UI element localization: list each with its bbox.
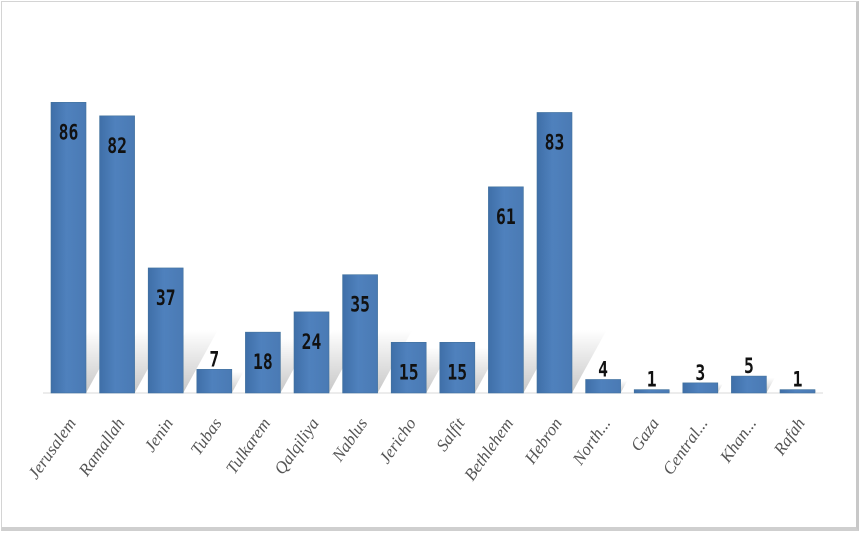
bar-qalqiliya bbox=[293, 311, 330, 394]
data-label: 61 bbox=[496, 206, 516, 229]
x-tick-label: Bethlehem bbox=[460, 414, 517, 484]
bar-jenin bbox=[147, 267, 184, 394]
data-label: 86 bbox=[59, 121, 79, 144]
bar-bethlehem bbox=[488, 186, 524, 394]
bar-salfit bbox=[439, 341, 476, 394]
x-tick-label: Central... bbox=[659, 414, 712, 478]
data-label: 1 bbox=[793, 369, 803, 392]
x-tick-label: Gaza bbox=[627, 414, 663, 454]
data-label: 3 bbox=[695, 362, 705, 385]
bar-tubas bbox=[196, 369, 233, 394]
bar-jericho bbox=[390, 341, 427, 394]
bar-jerusalem bbox=[50, 102, 87, 394]
bar-hebron bbox=[536, 112, 573, 394]
data-label: 15 bbox=[399, 361, 419, 384]
x-tick-label: Ramallah bbox=[74, 414, 128, 480]
x-tick-label: Jerusalem bbox=[24, 414, 80, 482]
bar-tulkarem bbox=[245, 331, 281, 394]
data-label: 24 bbox=[302, 331, 322, 354]
x-tick-label: Khan... bbox=[716, 414, 761, 466]
bar-rafah bbox=[779, 389, 816, 394]
x-tick-label: Nablus bbox=[328, 414, 372, 465]
data-label: 7 bbox=[209, 348, 219, 371]
x-tick-label: Rafah bbox=[769, 414, 808, 459]
bar-nablus bbox=[342, 274, 378, 394]
data-label: 5 bbox=[744, 355, 754, 378]
data-label: 15 bbox=[447, 361, 467, 384]
bar-ramallah bbox=[99, 115, 135, 394]
data-label: 83 bbox=[545, 132, 565, 155]
x-tick-label: North... bbox=[568, 414, 614, 469]
data-label: 35 bbox=[350, 294, 370, 317]
x-tick-label: Tulkarem bbox=[222, 414, 274, 477]
chart-frame bbox=[1, 1, 859, 531]
bar-gaza bbox=[633, 389, 670, 394]
x-tick-label: Jericho bbox=[375, 414, 420, 467]
x-tick-label: Jenin bbox=[140, 414, 177, 455]
x-tick-label: Tubas bbox=[187, 414, 226, 458]
data-label: 1 bbox=[647, 369, 657, 392]
bar-series bbox=[50, 102, 816, 394]
x-tick-label: Salfit bbox=[432, 413, 469, 454]
data-label: 18 bbox=[253, 351, 273, 374]
data-label: 4 bbox=[598, 359, 608, 382]
bar-central bbox=[682, 382, 719, 394]
data-label: 82 bbox=[107, 135, 127, 158]
x-tick-label: Hebron bbox=[520, 414, 566, 468]
x-tick-label: Qalqiliya bbox=[270, 414, 322, 478]
bar-north bbox=[585, 379, 621, 394]
bar-khan bbox=[731, 375, 767, 394]
data-label: 37 bbox=[156, 287, 176, 310]
